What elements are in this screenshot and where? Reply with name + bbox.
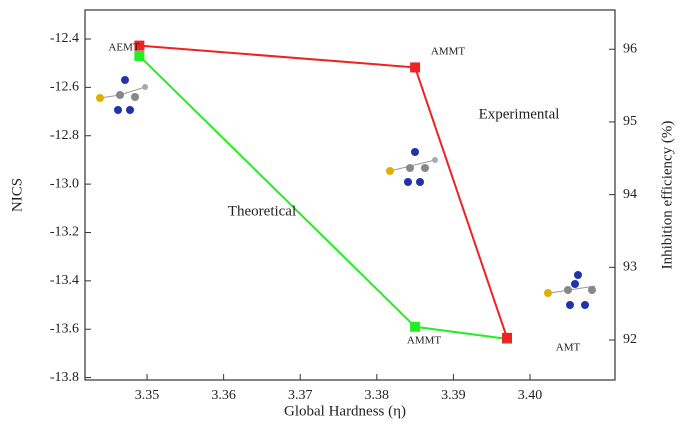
marker: [502, 333, 512, 343]
y-tick-label: -13.8: [50, 370, 79, 385]
marker: [410, 322, 420, 332]
annotation: AMMT: [431, 46, 466, 58]
y2-tick-label: 93: [623, 260, 637, 275]
series-label: Theoretical: [228, 203, 296, 219]
chart: Global Hardness (η) NICS Inhibition effi…: [0, 0, 682, 426]
y-tick-label: -13.2: [50, 225, 79, 240]
annotation: AEMT: [108, 42, 139, 54]
annotation: AMMT: [407, 335, 442, 347]
y-axis-label: NICS: [9, 178, 25, 212]
y2-tick-label: 96: [623, 41, 637, 56]
x-tick-label: 3.40: [518, 388, 543, 403]
y-tick-label: -12.8: [50, 128, 79, 143]
y2-tick-label: 95: [623, 114, 637, 129]
marker: [410, 62, 420, 72]
y-tick-label: -13.6: [50, 321, 79, 336]
x-tick-label: 3.39: [441, 388, 466, 403]
x-tick-label: 3.35: [135, 388, 160, 403]
x-tick-label: 3.37: [288, 388, 313, 403]
y-tick-label: -12.4: [50, 31, 79, 46]
series-label: Experimental: [479, 106, 560, 122]
y-tick-label: -13.4: [50, 273, 79, 288]
y2-tick-label: 92: [623, 332, 637, 347]
y2-tick-label: 94: [623, 187, 637, 202]
y2-axis-label: Inhibition efficiency (%): [659, 121, 675, 270]
plot-frame: [85, 10, 615, 380]
annotation: AMT: [556, 342, 581, 354]
x-tick-label: 3.36: [211, 388, 236, 403]
y-tick-label: -12.6: [50, 80, 79, 95]
series-line: [139, 56, 507, 339]
series-line: [139, 46, 507, 338]
x-tick-label: 3.38: [365, 388, 390, 403]
y-tick-label: -13.0: [50, 176, 79, 191]
x-axis-label: Global Hardness (η): [284, 403, 406, 419]
